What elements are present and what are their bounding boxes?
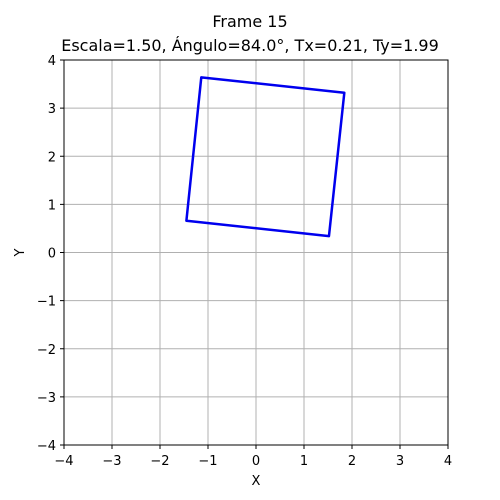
y-tick-label: 1: [48, 198, 56, 213]
shape-outline-series: [185, 76, 346, 238]
chart-subtitle: Escala=1.50, Ángulo=84.0°, Tx=0.21, Ty=1…: [61, 36, 439, 55]
y-tick-label: 4: [48, 54, 56, 69]
y-tick-label: −2: [37, 343, 56, 358]
x-axis-label: X: [252, 474, 261, 489]
x-tick-label: −2: [150, 454, 169, 469]
x-tick-label: −1: [198, 454, 217, 469]
x-tick-label: 3: [396, 454, 404, 469]
chart-title: Frame 15: [212, 12, 288, 31]
x-tick-label: −3: [102, 454, 121, 469]
tick-layer: −4 −3 −2 −1 0 1 2 3 4 −4 −3 −2 −1 0 1 2 3 4: [37, 54, 452, 469]
y-tick-label: −1: [37, 295, 56, 310]
y-tick-label: 2: [48, 150, 56, 165]
y-axis-label: Y: [13, 248, 28, 257]
y-tick-label: 0: [48, 247, 56, 262]
x-tick-label: 2: [348, 454, 356, 469]
x-tick-label: −4: [54, 454, 73, 469]
grid-layer: [63, 59, 449, 446]
y-tick-label: −4: [37, 439, 56, 454]
x-tick-label: 4: [444, 454, 452, 469]
x-tick-label: 0: [252, 454, 260, 469]
y-tick-label: −3: [37, 391, 56, 406]
x-tick-label: 1: [300, 454, 308, 469]
shape-layer: [185, 76, 346, 238]
y-tick-label: 3: [48, 102, 56, 117]
